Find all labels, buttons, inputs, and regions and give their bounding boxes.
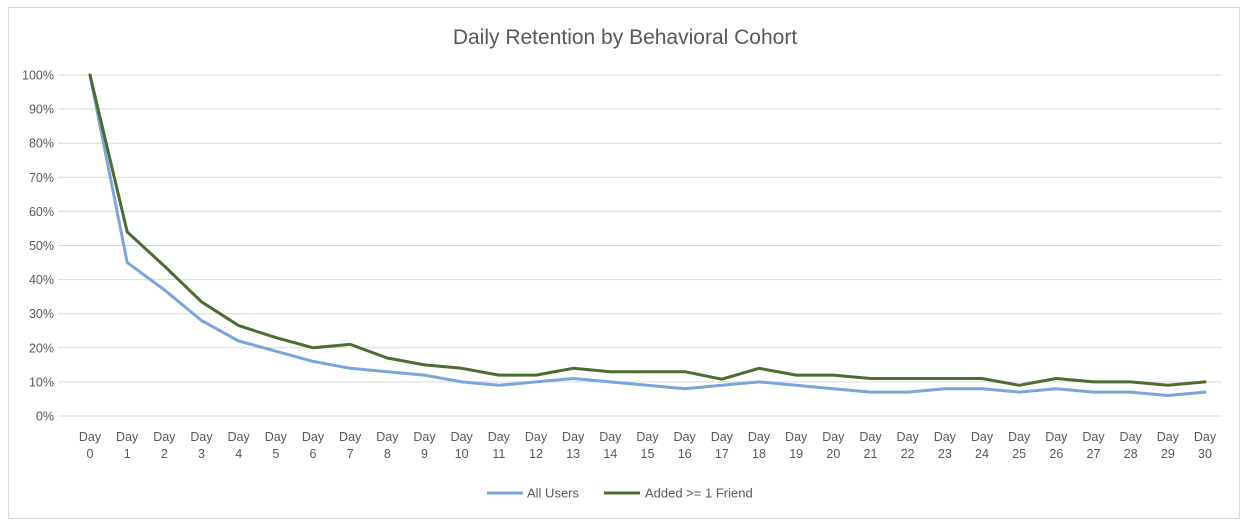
y-tick-label: 0% — [36, 410, 54, 424]
x-tick-label: Day 12 — [525, 430, 548, 461]
x-tick-label: Day 23 — [934, 430, 957, 461]
x-tick-label: Day 8 — [376, 430, 399, 461]
y-tick-label: 100% — [22, 69, 54, 83]
y-tick-label: 80% — [29, 137, 54, 151]
x-tick-label: Day 29 — [1157, 430, 1180, 461]
series-line-added-friend — [88, 73, 1207, 387]
x-tick-label: Day 0 — [79, 430, 102, 461]
x-tick-label: Day 14 — [599, 430, 622, 461]
y-tick-label: 60% — [29, 205, 54, 219]
x-tick-label: Day 16 — [674, 430, 697, 461]
x-tick-label: Day 13 — [562, 430, 585, 461]
y-tick-label: 70% — [29, 171, 54, 185]
legend: All Users Added >= 1 Friend — [487, 486, 753, 501]
x-tick-label: Day 27 — [1082, 430, 1105, 461]
x-tick-label: Day 15 — [636, 430, 659, 461]
x-tick-label: Day 18 — [748, 430, 771, 461]
y-tick-label: 50% — [29, 239, 54, 253]
y-tick-label: 20% — [29, 341, 54, 355]
x-tick-label: Day 24 — [971, 430, 994, 461]
x-tick-label: Day 5 — [265, 430, 288, 461]
x-tick-label: Day 3 — [190, 430, 213, 461]
x-tick-label: Day 17 — [711, 430, 734, 461]
y-axis: 0% 10% 20% 30% 40% 50% 60% 70% 80% 90% 100% — [22, 69, 54, 424]
chart-title: Daily Retention by Behavioral Cohort — [453, 26, 798, 49]
x-tick-label: Day 26 — [1045, 430, 1068, 461]
x-axis: Day 0 Day 1 Day 2 Day 3 Day 4 Day 5 Day 6 Day 7 Day 8 Day 9… — [79, 430, 1217, 461]
x-tick-label: Day 1 — [116, 430, 139, 461]
x-tick-label: Day 11 — [488, 430, 511, 461]
x-tick-label: Day 28 — [1120, 430, 1143, 461]
x-tick-label: Day 20 — [822, 430, 845, 461]
x-tick-label: Day 21 — [859, 430, 882, 461]
series-line-all-users — [88, 73, 1207, 397]
x-tick-label: Day 7 — [339, 430, 362, 461]
x-tick-label: Day 22 — [897, 430, 920, 461]
x-tick-label: Day 2 — [153, 430, 176, 461]
x-tick-label: Day 4 — [228, 430, 251, 461]
y-tick-label: 40% — [29, 273, 54, 287]
series-lines — [88, 73, 1207, 397]
x-tick-label: Day 10 — [451, 430, 474, 461]
y-tick-label: 30% — [29, 307, 54, 321]
gridlines — [58, 74, 1222, 417]
x-tick-label: Day 19 — [785, 430, 808, 461]
x-tick-label: Day 30 — [1194, 430, 1217, 461]
chart-frame — [8, 7, 1240, 519]
legend-label: All Users — [527, 486, 580, 501]
legend-label: Added >= 1 Friend — [645, 486, 753, 501]
x-tick-label: Day 6 — [302, 430, 325, 461]
x-tick-label: Day 9 — [413, 430, 436, 461]
y-tick-label: 90% — [29, 103, 54, 117]
x-tick-label: Day 25 — [1008, 430, 1031, 461]
y-tick-label: 10% — [29, 375, 54, 389]
